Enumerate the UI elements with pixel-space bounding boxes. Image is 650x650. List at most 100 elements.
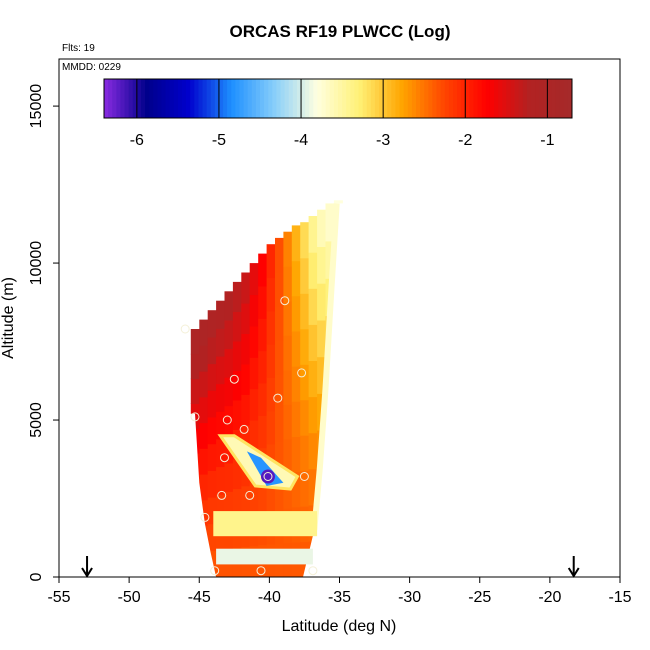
colorbar-swatch [465,79,470,118]
heatmap-cell [207,363,217,391]
colorbar-swatch [485,79,491,118]
colorbar-swatch [190,79,195,118]
colorbar-swatch [346,79,351,118]
heatmap-cell [224,491,234,521]
heatmap-cell [232,488,242,519]
colorbar-swatch [494,79,499,118]
colorbar-swatch [399,79,405,118]
observation-marker [222,415,232,425]
colorbar-swatch [559,79,565,118]
colorbar-swatch [317,79,323,118]
colorbar-swatch [112,79,117,118]
heatmap-cell [258,383,268,416]
colorbar-swatch [452,79,458,118]
heatmap-cell [291,260,301,297]
heatmap-mask-right [303,203,620,577]
heatmap-cell [207,443,217,471]
heatmap-cell [258,253,268,287]
observation-marker [229,374,239,384]
colorbar-swatch [243,79,249,118]
heatmap-cell [241,333,251,365]
colorbar-swatch [132,79,138,118]
y-tick-label: 15000 [28,84,45,129]
heatmap-cell [317,319,327,358]
plot-area [59,200,620,577]
heatmap-cell [232,340,242,371]
heatmap-cell [308,216,318,253]
colorbar-swatch [165,79,171,118]
heatmap-cell [249,388,259,421]
heatmap-cell [241,272,251,304]
heatmap-cell [232,370,242,401]
heatmap-cell [317,246,327,284]
arrow-markers [81,556,580,578]
heatmap-cell [241,363,251,395]
heatmap-cell [275,407,284,442]
colorbar-swatch [136,79,142,118]
heatmap-cell [216,300,226,329]
colorbar-swatch [309,79,314,118]
heatmap-cell [283,438,293,474]
colorbar-swatch [407,79,413,118]
heatmap-cell [291,401,301,437]
colorbar-swatch [539,79,544,118]
x-tick-label: -55 [47,589,70,606]
observation-marker [200,512,210,522]
heatmap-cell [317,356,327,394]
colorbar-swatch [149,79,154,118]
heatmap-cell [224,377,234,407]
heatmap-cell [207,523,217,551]
heatmap-cell [199,499,209,527]
heatmap-cell [266,344,276,378]
heatmap-cell [283,369,293,405]
y-tick-label: 5000 [28,402,45,438]
heatmap-cell [241,424,251,456]
heatmap-cell [300,470,310,507]
heatmap-cell [291,436,301,473]
x-axis: -55 -50 -45 -40 -35 -30 -25 -20 -15 [47,577,632,606]
colorbar-tick-label: -6 [130,132,144,149]
heatmap-cell [199,371,209,398]
heatmap-cell [275,441,284,476]
heatmap-cell [317,283,327,321]
colorbar-swatch [379,79,384,118]
heatmap-cell [190,378,200,404]
heatmap-cell [207,390,217,418]
chart-title: ORCAS RF19 PLWCC (Log) [230,22,451,41]
heatmap-cell [308,468,318,506]
colorbar-swatch [457,79,462,118]
colorbar-swatch [231,79,236,118]
colorbar-tick-label: -3 [376,132,390,149]
colorbar-swatch [264,79,269,118]
heatmap-cell [216,411,226,440]
heatmap-cell [199,448,209,475]
heatmap-cell [275,305,284,341]
heatmap-features [59,203,620,577]
heatmap-cell [291,330,301,367]
heatmap-cell [232,399,242,430]
heatmap-cell [308,360,318,398]
heatmap-deepest-point [260,469,275,484]
colorbar-swatch [567,79,573,118]
colorbar-swatch [383,79,388,118]
heatmap-cell [249,420,259,452]
colorbar-swatch [255,79,261,118]
heatmap-cell [283,300,293,336]
colorbar-swatch [227,79,232,118]
date-note: MMDD: 0229 [62,62,121,73]
colorbar-swatch [157,79,162,118]
heatmap-cell [308,252,318,289]
colorbar-swatch [235,79,240,118]
heatmap-cell [266,310,276,345]
heatmap-cell [232,311,242,342]
colorbar-swatch [416,79,421,118]
colorbar: -6 -5 -4 -3 -2 -1 [103,78,573,149]
colorbar-swatch [153,79,158,118]
heatmap-cell [283,335,293,371]
colorbar-swatch [268,79,273,118]
colorbar-swatch [104,79,109,118]
x-tick-label: -20 [538,589,561,606]
colorbar-swatch [432,79,438,118]
heatmap-cell [199,319,209,346]
